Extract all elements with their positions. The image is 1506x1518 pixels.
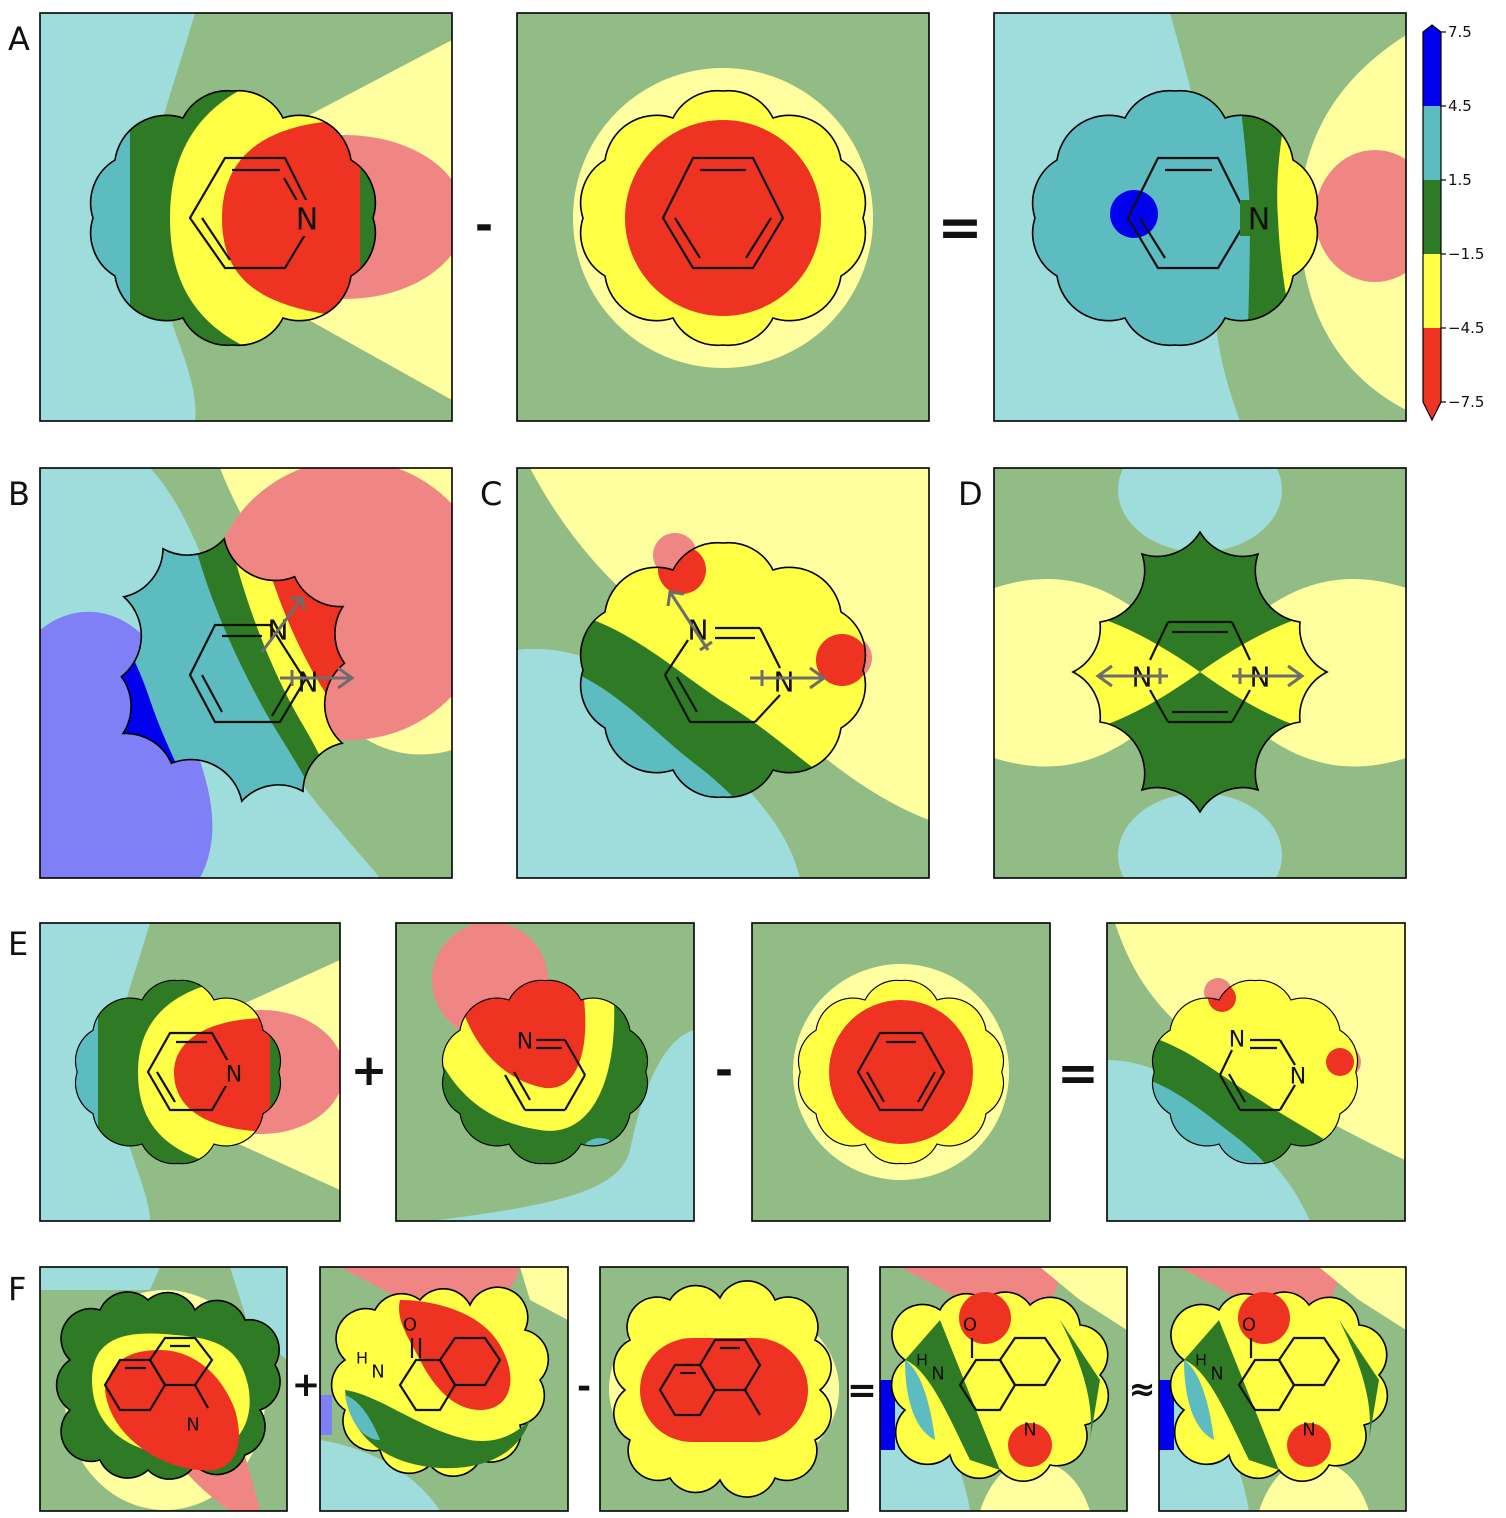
nitrogen-atom: N [1248, 203, 1270, 238]
oxygen-atom: O [403, 1315, 417, 1336]
row-label-a: A [8, 20, 30, 58]
benzene-structure-e3 [856, 1031, 946, 1112]
nitrogen-atom: N [1302, 1420, 1315, 1441]
nitrogen-atom: N [1023, 1420, 1036, 1441]
oxygen-atom: O [963, 1315, 977, 1336]
equals-operator: = [1057, 1044, 1099, 1102]
equals-operator: = [847, 1370, 877, 1411]
nitrogen-atom: N [931, 1364, 944, 1385]
panel-f5-computed: O H N N [1158, 1266, 1407, 1512]
panel-d-pyrazine: N N [993, 467, 1407, 879]
panel-f2-isoquinolinone: O H N [319, 1266, 569, 1512]
nitrogen-atom: N [1290, 1065, 1306, 1090]
panel-c-pyrimidine: N N [516, 467, 930, 879]
row-label-b: B [8, 475, 30, 513]
nitrogen-atom: N [298, 666, 319, 699]
row-label-d: D [958, 475, 983, 513]
sum-vdw [890, 1291, 1110, 1482]
colorbar-tick: −7.5 [1448, 393, 1484, 411]
nitrogen-atom: N [688, 614, 709, 647]
computed-vdw [1169, 1291, 1389, 1482]
plus-operator: + [351, 1045, 388, 1096]
colorbar-tick: 1.5 [1448, 171, 1472, 189]
nitrogen-atom: N [296, 203, 318, 238]
pyridine-structure-e1: N [146, 1031, 246, 1112]
pyridine-structure: N [188, 156, 324, 270]
row-label-e: E [8, 925, 28, 963]
nitrogen-atom: N [226, 1063, 242, 1088]
quinoline-structure: N [103, 1336, 214, 1436]
oxygen-atom: O [1242, 1315, 1256, 1336]
panel-a3-difference: N [993, 12, 1407, 422]
hydrogen-atom: H [916, 1351, 928, 1370]
panel-f1-quinoline: N [39, 1266, 288, 1512]
pyrimidine-structure: N N [664, 614, 795, 724]
nitrogen-atom: N [774, 666, 795, 699]
pyrimidine-structure-e4: N N [1219, 1028, 1306, 1112]
approx-operator: ≈ [1129, 1370, 1156, 1408]
nitrogen-atom: N [371, 1362, 384, 1383]
panel-a1-pyridine: N [39, 12, 453, 422]
row-label-f: F [8, 1270, 26, 1308]
panel-b-pyridazine: N N [39, 467, 453, 879]
panel-a2-benzene [516, 12, 930, 422]
panel-e2-pyridine-rotated: N [395, 922, 695, 1222]
minus-operator: - [475, 200, 493, 251]
naphthalene-structure [658, 1338, 762, 1417]
minus-operator: - [715, 1045, 733, 1096]
colorbar-tick: −4.5 [1448, 319, 1484, 337]
benzene-structure [661, 156, 785, 270]
hydrogen-atom: H [356, 1349, 368, 1368]
dipole-arrow [260, 596, 355, 690]
dipole-arrow [666, 590, 827, 690]
hydrogen-atom: H [1195, 1351, 1207, 1370]
panel-f3-naphthalene [599, 1266, 849, 1512]
pyridine-structure-e2: N [504, 1030, 586, 1112]
computed-structure: O H N N [1195, 1315, 1341, 1441]
nitrogen-atom: N [186, 1415, 199, 1436]
nitrogen-atom: N [1229, 1028, 1245, 1053]
panel-e3-benzene [751, 922, 1051, 1222]
colorbar: 7.5 4.5 1.5 −1.5 −4.5 −7.5 [1422, 23, 1484, 422]
panel-e4-sum: N N [1106, 922, 1406, 1222]
equals-operator: = [937, 196, 982, 259]
isoquinolinone-structure: O H N [356, 1315, 502, 1412]
colorbar-tick: 7.5 [1448, 23, 1472, 41]
colorbar-tick: 4.5 [1448, 97, 1472, 115]
nitrogen-atom: N [517, 1030, 533, 1055]
panel-f4-sum: O H N N [879, 1266, 1128, 1512]
isoquinolinone-vdw [330, 1286, 550, 1477]
panel-e1-pyridine: N [39, 922, 341, 1222]
sum-structure: O H N N [916, 1315, 1062, 1441]
nitrogen-atom: N [1210, 1364, 1223, 1385]
colorbar-tick: −1.5 [1448, 245, 1484, 263]
pyridine-structure-a3: N [1126, 156, 1274, 270]
row-label-c: C [480, 475, 502, 513]
plus-operator: + [292, 1365, 321, 1405]
dipole-arrow [1095, 664, 1305, 688]
minus-operator: - [577, 1367, 591, 1407]
